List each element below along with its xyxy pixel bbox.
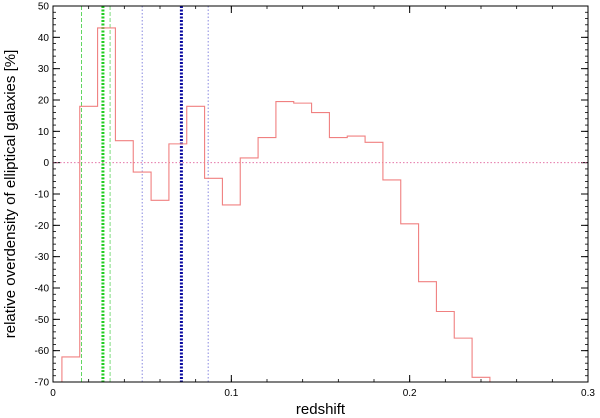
y-tick-label: -60: [35, 346, 50, 357]
x-tick-label: 0.1: [224, 388, 238, 399]
y-tick-label: 20: [38, 96, 50, 107]
y-axis-label: relative overdensity of elliptical galax…: [2, 50, 19, 338]
ticks-layer: [52, 5, 589, 383]
y-tick-label: 10: [38, 127, 50, 138]
y-tick-label: 0: [43, 158, 49, 169]
plot-frame: [52, 5, 589, 383]
y-tick-label: 40: [38, 33, 50, 44]
x-tick-label: 0.2: [403, 388, 417, 399]
tick-labels: 0 0.1 0.2 0.3 50 40 30 20 10 0 -10 -20 -30 -40 -50 -60 -…: [35, 2, 596, 400]
y-tick-label: 50: [38, 2, 50, 13]
y-tick-label: -20: [35, 221, 50, 232]
histogram-step-line: [61, 27, 491, 382]
x-axis-label: redshift: [296, 401, 346, 418]
y-tick-label: -30: [35, 252, 50, 263]
y-tick-label: -70: [35, 378, 50, 389]
histogram-layer: [61, 27, 491, 382]
y-tick-label: -10: [35, 190, 50, 201]
x-tick-label: 0.3: [581, 388, 595, 399]
y-tick-label: -40: [35, 284, 50, 295]
x-tick-label: 0: [50, 388, 56, 399]
y-tick-label: 30: [38, 64, 50, 75]
y-tick-label: -50: [35, 315, 50, 326]
reference-lines: [53, 6, 588, 382]
